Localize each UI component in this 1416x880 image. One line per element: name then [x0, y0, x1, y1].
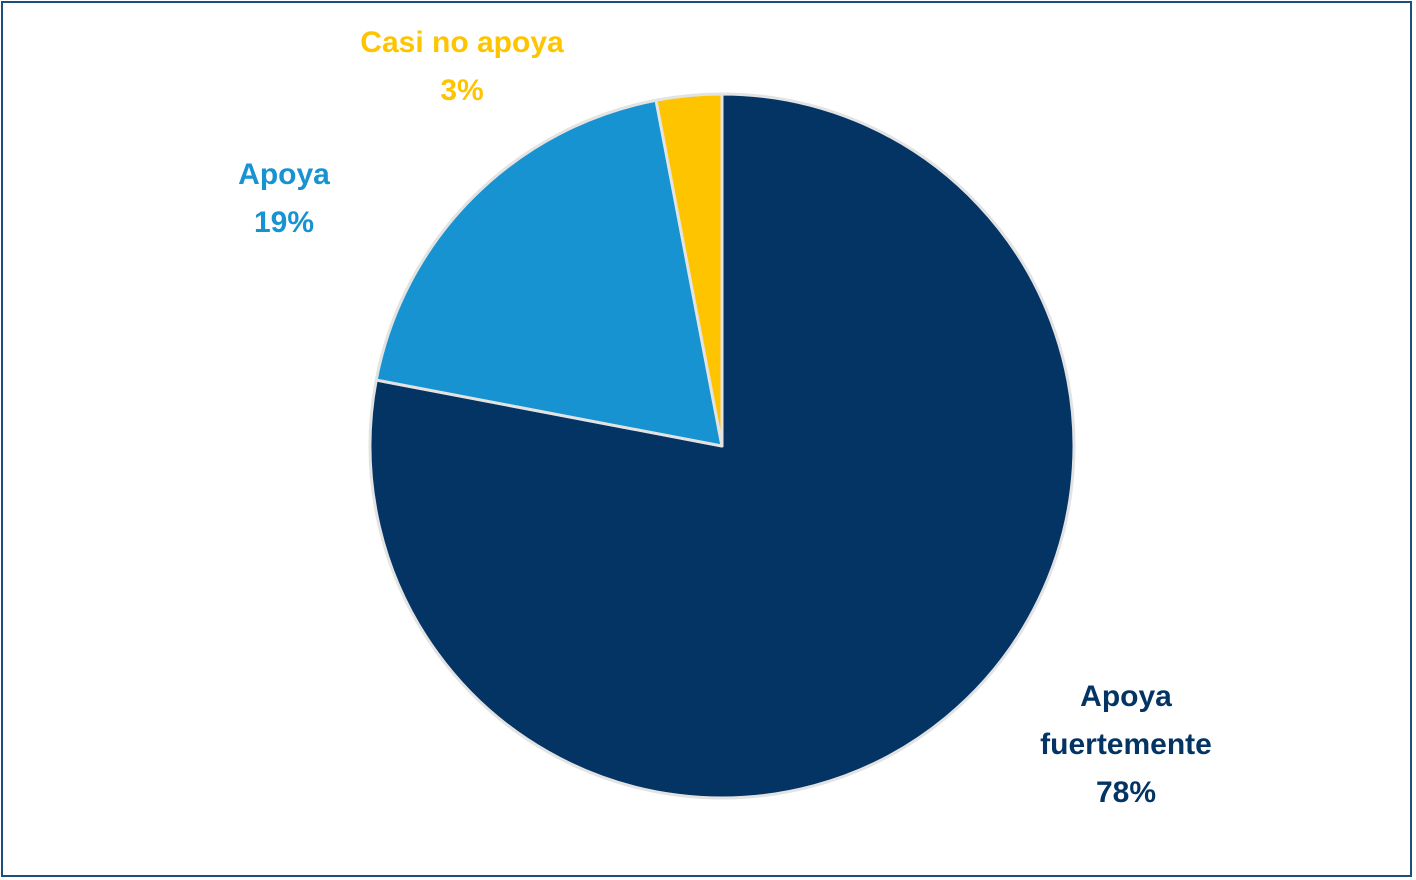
- category-label: fuertemente: [1040, 728, 1212, 761]
- category-label: Casi no apoya: [360, 26, 564, 59]
- pie-slices: [368, 92, 1076, 800]
- category-label: Apoya: [238, 158, 330, 191]
- pie-slice-apoya: [374, 98, 724, 448]
- percent-label: 3%: [440, 74, 483, 107]
- percent-label: 78%: [1096, 776, 1156, 809]
- data-label-apoya-fuertemente: Apoya fuertemente 78%: [1040, 680, 1212, 809]
- pie-labels: Apoya fuertemente 78% Apoya 19% Casi no apoya…: [238, 26, 1212, 809]
- data-label-apoya: Apoya 19%: [238, 158, 330, 239]
- data-label-casi-no-apoya: Casi no apoya 3%: [360, 26, 564, 107]
- category-label: Apoya: [1080, 680, 1172, 713]
- pie-slice-casi-no-apoya: [654, 92, 724, 448]
- percent-label: 19%: [254, 206, 314, 239]
